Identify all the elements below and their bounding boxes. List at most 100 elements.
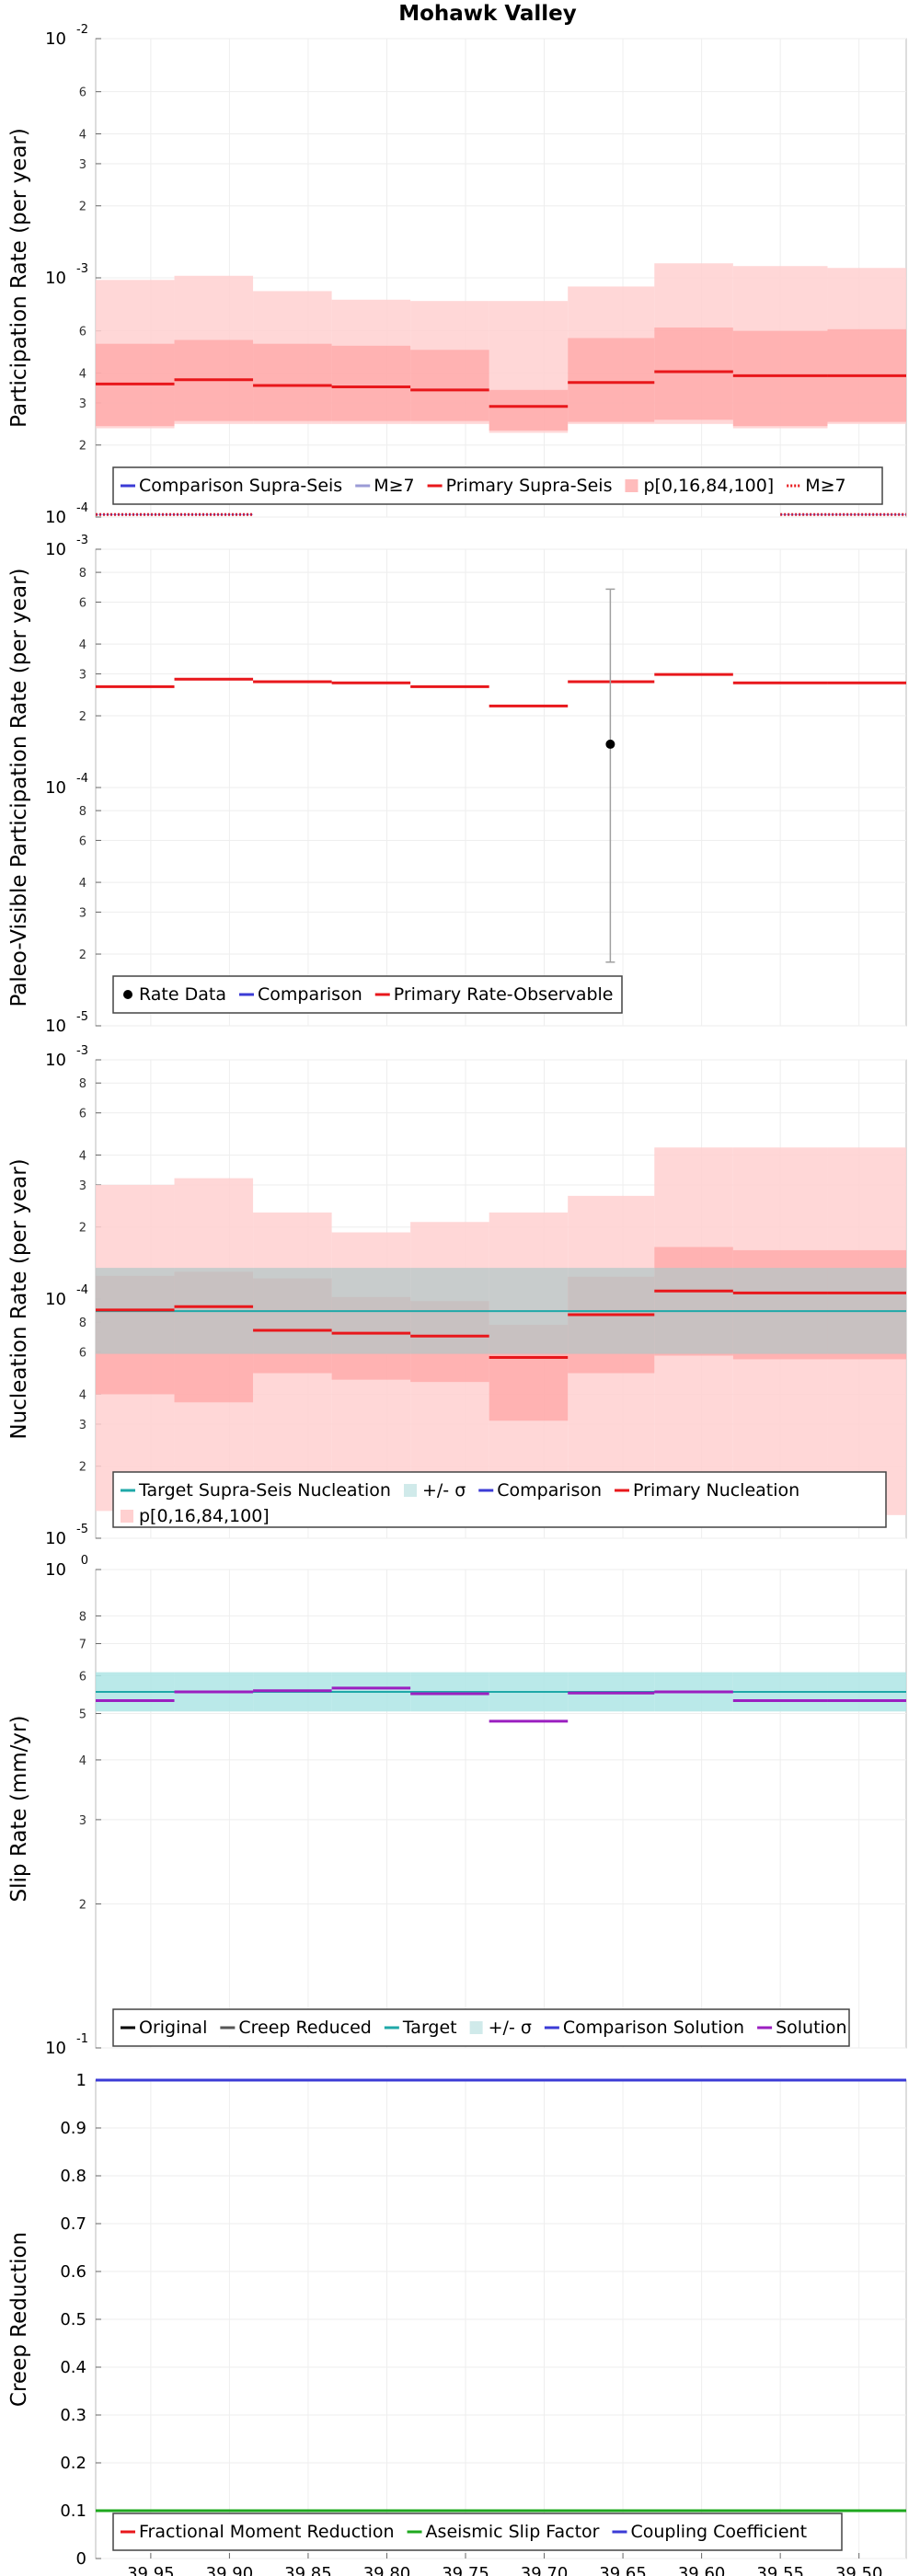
y-tick-exponent: -5: [76, 1010, 88, 1024]
legend-item: Coupling Coefficient: [612, 2522, 807, 2542]
y-axis-label: Paleo-Visible Participation Rate (per ye…: [7, 568, 31, 1006]
y-tick-exponent: -3: [76, 262, 88, 276]
y-tick-label: 0.5: [60, 2310, 86, 2329]
y-axis-label: Creep Reduction: [7, 2232, 31, 2407]
legend-label: M≥7: [374, 476, 414, 496]
legend-label: +/- σ: [489, 2018, 532, 2038]
y-tick-exponent: -4: [76, 772, 88, 786]
legend-label: Target Supra-Seis Nucleation: [138, 1480, 391, 1501]
legend-item: Comparison: [478, 1480, 602, 1501]
legend-label: Original: [139, 2018, 207, 2038]
legend-item: p[0,16,84,100]: [121, 1506, 270, 1526]
legend-label: Coupling Coefficient: [630, 2522, 807, 2542]
series-purple: [96, 1686, 906, 1723]
legend-item: Comparison Solution: [544, 2018, 744, 2038]
legend: Fractional Moment Reduction Aseismic Slip…: [112, 2513, 843, 2551]
y-tick-exponent: -5: [76, 1523, 88, 1536]
legend-swatch-box: [625, 479, 638, 492]
y-minor-tick-label: 8: [79, 567, 86, 581]
legend-item: Solution: [757, 2018, 847, 2038]
band-bin: [654, 327, 733, 420]
legend-item: Primary Supra-Seis: [427, 476, 612, 496]
legend-item: Aseismic Slip Factor: [407, 2522, 600, 2542]
legend-item: M≥7: [355, 476, 415, 496]
rate-data-point: [605, 739, 615, 749]
y-tick-label: 10: [45, 540, 66, 559]
y-minor-tick-label: 2: [79, 1461, 86, 1475]
x-tick-label: 39.60: [678, 2564, 726, 2576]
y-minor-tick-label: 3: [79, 397, 86, 411]
y-minor-tick-label: 4: [79, 638, 86, 652]
panel-participation: 10 -2 10 -3 10 -4 6 4 3 2 6 4 3 2 Participation Rate (…: [7, 23, 907, 527]
y-tick-exponent: -1: [76, 2032, 88, 2046]
y-minor-tick-label: 6: [79, 86, 86, 100]
y-tick-exponent: -4: [76, 1283, 88, 1297]
y-tick-exponent: -3: [76, 534, 88, 547]
band-bin: [253, 343, 332, 421]
y-minor-tick-label: 4: [79, 877, 86, 891]
y-tick-label: 10: [45, 1290, 66, 1309]
band-bin: [568, 338, 655, 422]
legend-box: [112, 975, 623, 1014]
series-errorbar: [605, 588, 615, 963]
x-tick-label: 39.85: [284, 2564, 332, 2576]
y-tick-label: 10: [45, 1529, 66, 1548]
y-tick-label: 10: [45, 269, 66, 288]
legend-label: Creep Reduced: [238, 2018, 371, 2038]
y-minor-tick-label: 2: [79, 201, 86, 214]
y-minor-tick-label: 6: [79, 1347, 86, 1361]
series-primary: [96, 1289, 906, 1359]
legend-item: Fractional Moment Reduction: [121, 2522, 395, 2542]
y-minor-tick-label: 4: [79, 1149, 86, 1163]
legend-item: Creep Reduced: [220, 2018, 372, 2038]
legend-box: [112, 1471, 887, 1528]
legend-swatch-box: [403, 1484, 417, 1497]
y-axis-label: Slip Rate (mm/yr): [7, 1716, 31, 1903]
y-tick-label: 0.9: [60, 2119, 86, 2138]
legend-label: Comparison Supra-Seis: [139, 476, 342, 496]
legend: Comparison Supra-Seis M≥7 Primary Supra-Se…: [112, 466, 883, 505]
y-minor-tick-label: 6: [79, 326, 86, 339]
y-tick-label: 0.7: [60, 2214, 86, 2234]
x-tick-label: 39.95: [127, 2564, 175, 2576]
series-primary: [96, 673, 906, 707]
x-tick-label: 39.55: [756, 2564, 804, 2576]
y-minor-tick-label: 8: [79, 1317, 86, 1330]
y-minor-tick-label: 3: [79, 1419, 86, 1432]
y-minor-tick-label: 4: [79, 1754, 86, 1768]
panel-slip: 10 0 10 -1 8 7 6 5 4 3 2 Slip Rate (mm/yr) Original C…: [7, 1554, 907, 2058]
y-minor-tick-label: 8: [79, 805, 86, 819]
y-tick-label: 10: [45, 1017, 66, 1036]
y-minor-tick-label: 6: [79, 596, 86, 610]
legend-label: Solution: [776, 2018, 846, 2038]
x-tick-label: 39.50: [835, 2564, 883, 2576]
y-tick-exponent: -2: [76, 23, 88, 37]
panel-creep: 0 0.1 0.2 0.3 0.4 0.5 0.6 0.7 0.8 0.9 1 Creep Reduc…: [7, 2071, 907, 2576]
legend: Rate Data Comparison Primary Rate-Observab…: [112, 975, 623, 1014]
y-tick-label: 1: [76, 2071, 86, 2090]
x-tick-label: 39.90: [206, 2564, 254, 2576]
legend-label: p[0,16,84,100]: [139, 1506, 270, 1526]
legend-swatch-box: [469, 2021, 483, 2034]
legend-label: M≥7: [805, 476, 845, 496]
legend-item: p[0,16,84,100]: [625, 476, 774, 496]
legend-box: [112, 2513, 843, 2551]
y-minor-tick-label: 3: [79, 1814, 86, 1828]
series-primary: [96, 370, 906, 408]
y-minor-tick-label: 6: [79, 1670, 86, 1684]
legend-swatch-dot: [123, 990, 132, 999]
legend-item: M≥7: [787, 476, 846, 496]
y-tick-label: 0.2: [60, 2454, 86, 2473]
y-minor-tick-label: 6: [79, 834, 86, 848]
y-tick-label: 10: [45, 1051, 66, 1070]
legend-item: +/- σ: [469, 2018, 532, 2038]
y-tick-label: 0.1: [60, 2501, 86, 2521]
legend-item: +/- σ: [403, 1480, 466, 1501]
legend-label: Target: [402, 2018, 457, 2038]
y-tick-label: 10: [45, 778, 66, 798]
panel-paleo: 10 -3 10 -4 10 -5 8 6 4 3 2 8 6 4 3 2 Paleo-Visible Part…: [7, 534, 907, 1036]
y-axis-label: Nucleation Rate (per year): [7, 1158, 31, 1439]
band-bin: [732, 330, 828, 427]
legend-box: [112, 466, 883, 505]
